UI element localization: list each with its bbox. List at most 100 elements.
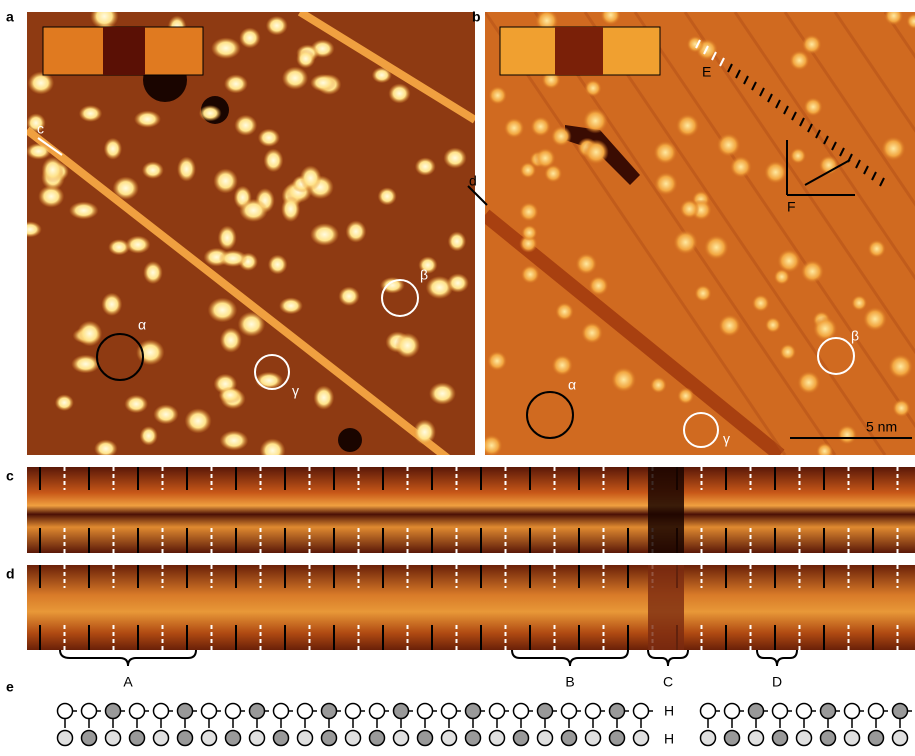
end-label: H: [664, 703, 674, 719]
adatom: [519, 202, 539, 222]
annotation: α: [138, 317, 146, 333]
adatom: [551, 126, 572, 147]
atom: [514, 704, 529, 719]
annotation: γ: [723, 431, 730, 447]
atom: [797, 731, 812, 746]
adatom: [803, 97, 822, 116]
adatom: [588, 276, 608, 296]
annotation: α: [568, 377, 576, 393]
atom: [869, 731, 884, 746]
adatom: [687, 36, 704, 53]
adatom: [881, 136, 906, 161]
atom: [725, 731, 740, 746]
adatom: [583, 139, 608, 164]
adatom: [673, 230, 698, 255]
adatom: [487, 351, 507, 371]
adatom: [239, 27, 260, 48]
adatom: [264, 149, 284, 173]
adatom: [395, 333, 420, 358]
annotation: β: [851, 328, 859, 344]
adatom: [281, 196, 300, 222]
adatom: [218, 225, 237, 250]
adatom: [238, 312, 265, 337]
atom: [202, 731, 217, 746]
adatom: [378, 187, 397, 205]
atom: [749, 731, 764, 746]
atom: [178, 731, 193, 746]
atom: [250, 731, 265, 746]
adatom: [677, 387, 694, 404]
atom: [869, 704, 884, 719]
atom: [514, 731, 529, 746]
atom: [634, 704, 649, 719]
end-label: H: [664, 731, 674, 747]
adatom: [101, 293, 122, 316]
adatom: [153, 404, 178, 424]
adatom: [650, 377, 667, 394]
adatom: [177, 156, 196, 181]
region-label: A: [123, 674, 133, 690]
adatom: [888, 354, 913, 379]
adatom: [717, 133, 741, 157]
adatom: [142, 161, 164, 179]
adatom: [863, 307, 888, 332]
bracket-a: [60, 650, 196, 666]
adatom: [447, 273, 469, 292]
adatom: [530, 116, 551, 137]
defect: [648, 565, 684, 650]
atom: [466, 704, 481, 719]
atom: [610, 731, 625, 746]
atom: [178, 704, 193, 719]
atom: [418, 731, 433, 746]
atom: [845, 731, 860, 746]
atom: [394, 704, 409, 719]
adatom: [555, 302, 574, 321]
adatom: [220, 430, 249, 450]
panel-label: b: [472, 9, 481, 25]
adatom: [429, 382, 456, 404]
adatom: [488, 86, 507, 105]
line-profile-d: [27, 565, 915, 650]
atom: [226, 731, 241, 746]
bracket-c: [648, 650, 688, 666]
adatom: [480, 434, 502, 456]
adatom: [730, 156, 752, 178]
scale-bar-label: 5 nm: [866, 419, 897, 435]
adatom: [504, 117, 525, 138]
adatom: [310, 74, 336, 92]
adatom: [18, 221, 42, 237]
adatom: [124, 395, 148, 413]
region-label: B: [565, 674, 574, 690]
atom: [346, 704, 361, 719]
atom: [418, 704, 433, 719]
annotation: c: [37, 121, 44, 137]
atom: [274, 731, 289, 746]
atom: [821, 704, 836, 719]
adatom: [268, 255, 287, 275]
defect: [648, 467, 684, 553]
atom: [370, 704, 385, 719]
adatom: [600, 5, 621, 26]
adatom: [220, 327, 242, 352]
atom: [394, 731, 409, 746]
adatom: [802, 34, 822, 54]
atom: [538, 731, 553, 746]
adatom: [69, 202, 98, 220]
adatom: [867, 240, 885, 258]
adatom: [224, 74, 248, 93]
atom: [490, 704, 505, 719]
adatom: [126, 236, 151, 254]
adatom: [94, 440, 117, 458]
adatom: [816, 443, 833, 460]
atom: [893, 731, 908, 746]
panel-label: e: [6, 679, 14, 695]
atom: [773, 731, 788, 746]
adatom: [694, 285, 711, 302]
atom: [442, 731, 457, 746]
inset-b-dark: [555, 27, 603, 75]
atom: [58, 704, 73, 719]
adatom: [779, 344, 796, 361]
adatom: [575, 253, 597, 275]
atom: [202, 704, 217, 719]
adatom: [765, 317, 781, 333]
